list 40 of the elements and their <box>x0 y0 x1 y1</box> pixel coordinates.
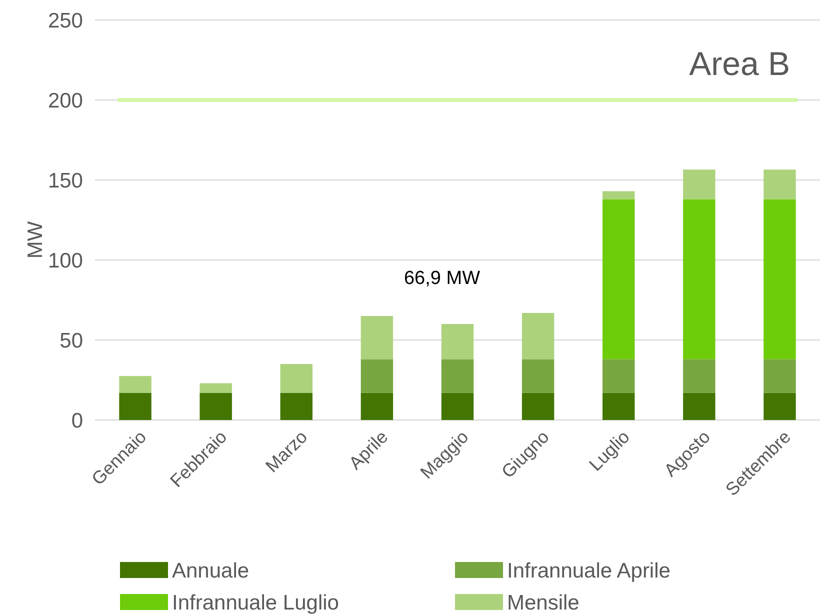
bar <box>683 392 716 420</box>
bar <box>200 383 232 393</box>
legend-label: Mensile <box>507 591 580 614</box>
y-tick-label: 150 <box>48 169 83 192</box>
bar <box>360 392 394 420</box>
bar <box>602 359 635 393</box>
bar <box>602 392 635 420</box>
bar <box>764 392 796 420</box>
bar <box>119 376 152 393</box>
bar <box>764 199 796 360</box>
bar <box>280 392 312 420</box>
bar <box>200 392 232 420</box>
bar <box>441 359 474 393</box>
annotation: Area B <box>689 45 790 82</box>
y-tick-label: 0 <box>71 409 83 432</box>
bar <box>602 191 635 200</box>
y-tick-label: 200 <box>48 89 83 112</box>
legend-label: Annuale <box>172 559 250 582</box>
bar <box>441 392 474 420</box>
y-axis-title: MW <box>24 221 47 259</box>
bar <box>360 359 394 393</box>
bar <box>683 170 716 200</box>
bar <box>683 199 716 360</box>
annotation: 66,9 MW <box>404 268 480 289</box>
bar <box>522 359 554 393</box>
legend-label: Infrannuale Aprile <box>507 559 670 582</box>
y-tick-label: 250 <box>48 9 83 32</box>
bar <box>522 312 554 360</box>
bar <box>280 364 312 393</box>
bar <box>360 316 394 360</box>
legend-label: Infrannuale Luglio <box>172 591 339 614</box>
bar <box>764 359 796 393</box>
bar <box>683 359 716 393</box>
y-tick-label: 50 <box>60 329 83 352</box>
bar <box>764 170 796 200</box>
bar <box>119 392 152 420</box>
bar <box>522 392 554 420</box>
bar <box>441 324 474 360</box>
bar <box>602 199 635 360</box>
y-tick-label: 100 <box>48 249 83 272</box>
